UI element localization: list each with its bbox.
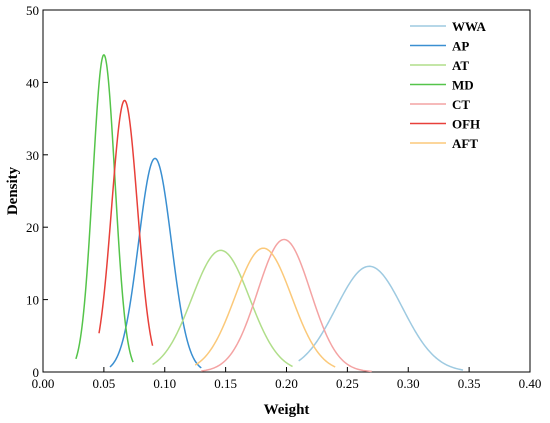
y-tick-label: 0 [33,365,40,380]
legend-label-ofh: OFH [452,117,480,132]
x-tick-label: 0.25 [336,376,359,391]
x-tick-label: 0.20 [275,376,298,391]
series-line-wwa [298,265,464,371]
series-curves [75,54,464,373]
x-tick-label: 0.10 [153,376,176,391]
x-axis-title: Weight [264,402,310,418]
series-line-at [152,249,293,368]
y-tick-label: 30 [26,148,39,163]
legend: WWA AP AT MD CT OFH AFT [410,19,487,151]
series-line-ap [109,157,202,369]
x-tick-label: 0.15 [214,376,237,391]
legend-label-aft: AFT [452,136,478,151]
series-line-md [75,54,134,363]
y-tick-label: 50 [26,3,39,18]
x-tick-label: 0.30 [397,376,420,391]
series-line-ofh [98,99,154,346]
y-axis-ticks: 0 10 20 30 40 50 [26,3,48,380]
x-tick-label: 0.40 [519,376,542,391]
legend-label-md: MD [452,78,474,93]
series-line-ct [201,238,372,373]
y-axis-title: Density [5,166,21,215]
legend-label-ct: CT [452,97,470,112]
legend-label-at: AT [452,58,469,73]
legend-label-wwa: WWA [452,19,487,34]
y-tick-label: 40 [26,75,39,90]
y-tick-label: 10 [26,293,39,308]
x-tick-label: 0.35 [458,376,481,391]
y-tick-label: 20 [26,220,39,235]
x-tick-label: 0.05 [93,376,116,391]
x-tick-label: 0.00 [32,376,55,391]
legend-label-ap: AP [452,39,469,54]
x-axis-ticks: 0.00 0.05 0.10 0.15 0.20 0.25 0.30 0.35 0.40 [32,367,542,391]
series-line-aft [194,247,336,368]
